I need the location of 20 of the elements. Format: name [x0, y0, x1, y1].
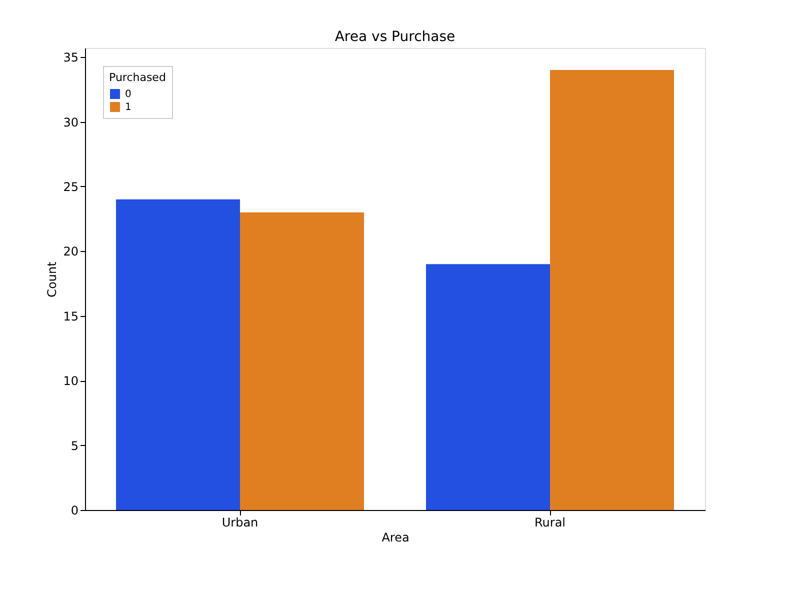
bar	[116, 199, 240, 510]
chart-title: Area vs Purchase	[334, 29, 456, 45]
y-tick-label: 35	[63, 50, 78, 65]
y-tick-label: 10	[63, 374, 78, 388]
y-tick-label: 15	[63, 309, 78, 324]
y-tick-label: 0	[70, 504, 78, 518]
x-tick-label: Urban	[222, 516, 258, 530]
legend-label: 0	[125, 89, 132, 100]
bar	[426, 264, 550, 510]
bar	[550, 70, 674, 510]
y-tick-label: 5	[70, 438, 78, 453]
legend-title: Purchased	[109, 71, 166, 84]
bar	[240, 212, 364, 510]
y-tick-label: 30	[63, 115, 78, 130]
x-axis-title: Area	[382, 530, 410, 544]
y-tick-label: 25	[63, 180, 78, 194]
x-tick-label: Rural	[534, 516, 566, 530]
y-axis-title: Count	[45, 261, 60, 298]
legend-label: 1	[125, 102, 132, 113]
y-tick-label: 20	[63, 244, 78, 259]
